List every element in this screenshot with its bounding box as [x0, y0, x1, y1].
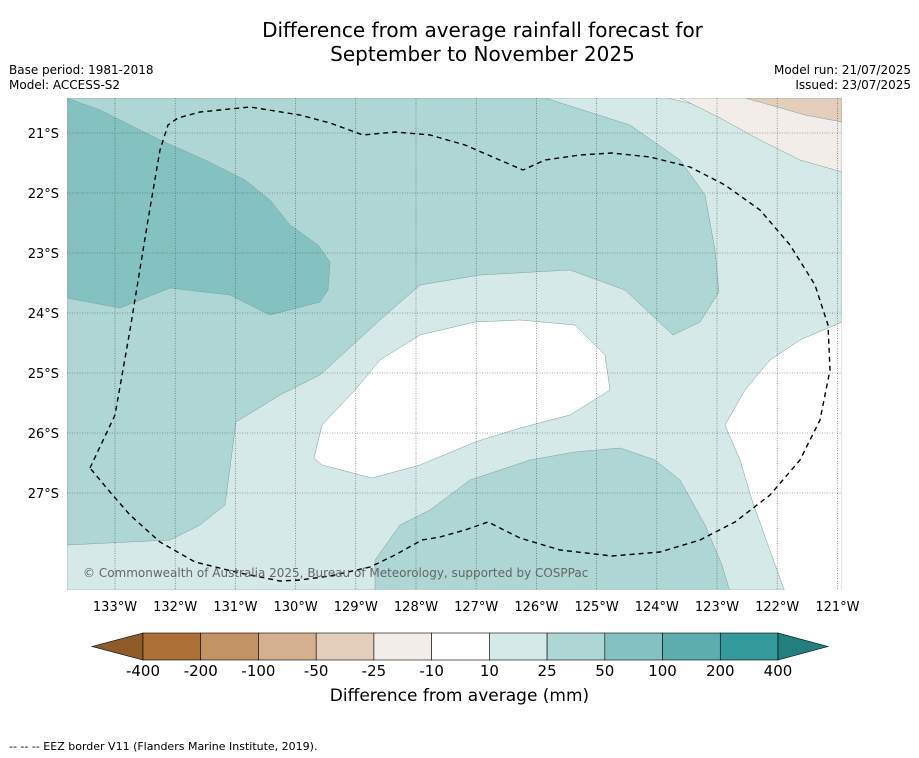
colorbar-segment [315, 632, 375, 661]
colorbar-label: 25 [538, 662, 557, 680]
lat-label: 26°S [28, 427, 59, 442]
lon-label: 129°W [334, 600, 378, 615]
colorbar-label: -400 [126, 662, 160, 680]
colorbar-title: Difference from average (mm) [329, 686, 590, 706]
rain-band-neg10-25 [679, 98, 842, 173]
lat-label: 23°S [28, 247, 59, 262]
meta-left: Base period: 1981-2018 Model: ACCESS-S2 [9, 63, 154, 93]
colorbar-label: -50 [304, 662, 329, 680]
lon-label: 124°W [635, 600, 679, 615]
colorbar-end-right [777, 632, 830, 661]
lat-label: 22°S [28, 187, 59, 202]
colorbar-segment [546, 632, 606, 661]
colorbar-end-left [90, 632, 144, 661]
map-panel [67, 98, 842, 590]
colorbar-segment [662, 632, 721, 661]
model-name: Model: ACCESS-S2 [9, 78, 121, 92]
rain-band-neg25-50 [744, 98, 842, 123]
rain-band-50-100-west [67, 98, 331, 316]
colorbar: -400 -200 -100 -50 -25 -10 10 25 50 100 200 400 [90, 632, 830, 680]
lon-label: 121°W [815, 600, 859, 615]
lon-label: 126°W [514, 600, 558, 615]
lon-label: 127°W [454, 600, 498, 615]
issued-date: Issued: 23/07/2025 [795, 78, 911, 92]
colorbar-segment [719, 632, 779, 661]
colorbar-segment [489, 632, 548, 661]
title-line-1: Difference from average rainfall forecas… [262, 18, 703, 42]
colorbar-label: 200 [706, 662, 735, 680]
colorbar-label: -25 [362, 662, 387, 680]
gridlines [67, 98, 842, 590]
copyright-text: © Commonwealth of Australia 2025, Bureau… [83, 566, 588, 580]
lat-label: 24°S [28, 307, 59, 322]
rain-band-neutral-center [313, 319, 611, 479]
colorbar-label: 400 [764, 662, 793, 680]
colorbar-segment [431, 632, 490, 661]
eez-legend: -- -- -- EEZ border V11 (Flanders Marine… [9, 740, 318, 753]
colorbar-segment [258, 632, 317, 661]
lon-label: 122°W [755, 600, 799, 615]
colorbar-segment [200, 632, 259, 661]
lon-label: 131°W [213, 600, 257, 615]
colorbar-label: -200 [184, 662, 218, 680]
latitude-labels: 21°S 22°S 23°S 24°S 25°S 26°S 27°S [28, 127, 59, 502]
base-period: Base period: 1981-2018 [9, 63, 154, 77]
model-run: Model run: 21/07/2025 [773, 63, 911, 77]
rain-band-25-50-south [374, 447, 730, 590]
lon-label: 133°W [93, 600, 137, 615]
colorbar-segment [142, 632, 202, 661]
colorbar-label: 10 [480, 662, 499, 680]
lon-label: 130°W [274, 600, 318, 615]
map-title: Difference from average rainfall forecas… [0, 18, 919, 66]
meta-right: Model run: 21/07/2025 Issued: 23/07/2025 [774, 63, 911, 93]
colorbar-label: 100 [648, 662, 677, 680]
colorbar-segment [373, 632, 432, 661]
lon-label: 132°W [153, 600, 197, 615]
colorbar-label: -10 [419, 662, 444, 680]
lon-label: 123°W [695, 600, 739, 615]
title-line-2: September to November 2025 [330, 42, 635, 66]
longitude-labels: 133°W 132°W 131°W 130°W 129°W 128°W 127°W 126°W… [93, 600, 860, 615]
colorbar-label: 50 [595, 662, 614, 680]
lon-label: 125°W [575, 600, 619, 615]
colorbar-label: -100 [241, 662, 275, 680]
lat-label: 27°S [28, 487, 59, 502]
rain-band-neutral-southeast [724, 321, 842, 590]
colorbar-segment [604, 632, 663, 661]
lon-label: 128°W [394, 600, 438, 615]
lat-label: 25°S [28, 367, 59, 382]
lat-label: 21°S [28, 127, 59, 142]
eez-border [89, 106, 831, 582]
